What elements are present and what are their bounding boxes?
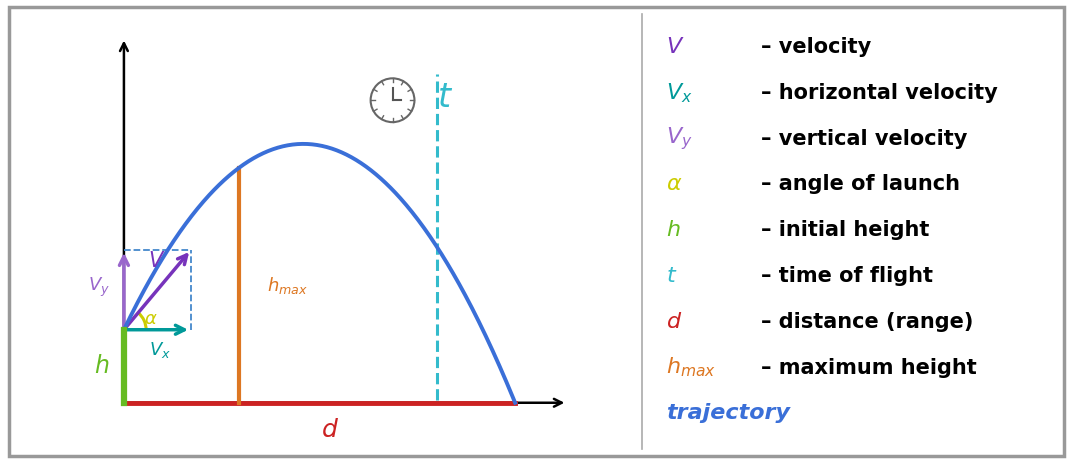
Text: – initial height: – initial height — [761, 220, 929, 240]
Text: $\alpha$: $\alpha$ — [665, 175, 682, 194]
Text: $\alpha$: $\alpha$ — [144, 310, 158, 328]
Text: $d$: $d$ — [665, 312, 682, 332]
Text: – horizontal velocity: – horizontal velocity — [761, 83, 998, 103]
Text: – vertical velocity: – vertical velocity — [761, 129, 967, 149]
Text: $t$: $t$ — [665, 266, 677, 286]
Text: $V_x$: $V_x$ — [149, 339, 171, 360]
Text: $V$: $V$ — [665, 37, 685, 57]
Text: – angle of launch: – angle of launch — [761, 175, 959, 194]
Text: $h$: $h$ — [665, 220, 680, 240]
Text: – maximum height: – maximum height — [761, 357, 976, 377]
Text: $V_x$: $V_x$ — [665, 81, 692, 105]
Text: $h_{max}$: $h_{max}$ — [665, 356, 716, 379]
Text: $V_y$: $V_y$ — [88, 275, 109, 299]
Text: – velocity: – velocity — [761, 37, 871, 57]
Text: $h_{max}$: $h_{max}$ — [267, 275, 308, 296]
Text: $t$: $t$ — [437, 81, 453, 114]
Text: – time of flight: – time of flight — [761, 266, 932, 286]
Text: $V$: $V$ — [148, 251, 165, 271]
Text: trajectory: trajectory — [665, 403, 790, 423]
Text: – distance (range): – distance (range) — [761, 312, 973, 332]
Text: $d$: $d$ — [321, 418, 339, 442]
Text: $h$: $h$ — [94, 354, 109, 378]
Text: $V_y$: $V_y$ — [665, 125, 692, 152]
